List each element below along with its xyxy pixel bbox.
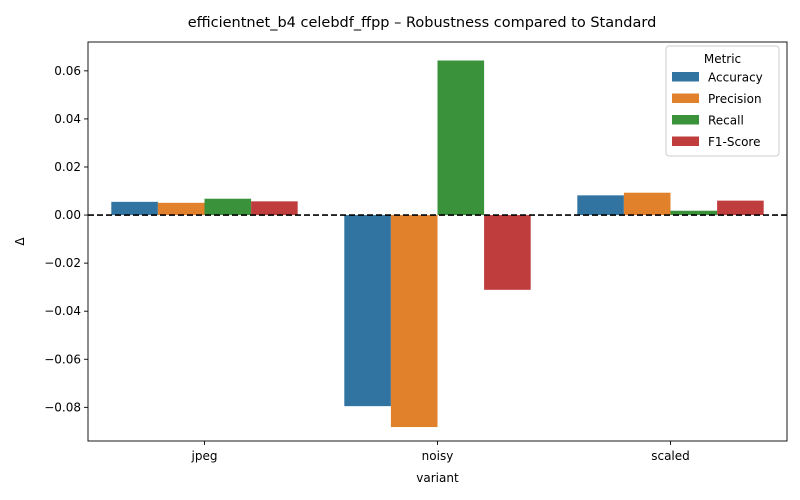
y-tick-label: 0.06 [54,64,81,78]
bar-jpeg-precision [157,202,205,216]
y-tick-label: −0.02 [44,256,81,270]
bars-layer [111,60,764,428]
y-tick-label: 0.02 [54,160,81,174]
y-tick-label: 0.00 [54,208,81,222]
legend-label-precision: Precision [708,92,762,106]
x-tick-label-noisy: noisy [422,449,454,463]
x-axis: jpeg noisy scaled [191,441,690,463]
bar-noisy-recall [437,60,485,216]
legend-label-accuracy: Accuracy [708,71,763,85]
legend-label-f1-score: F1-Score [708,135,760,149]
y-axis-label: Δ [13,237,27,246]
bar-jpeg-accuracy [111,201,158,216]
legend-swatch-accuracy [672,72,699,82]
y-tick-label: −0.06 [44,352,81,366]
chart-title: efficientnet_b4 celebdf_ffpp – Robustnes… [188,15,657,31]
y-tick-label: −0.04 [44,304,81,318]
x-axis-label: variant [416,471,459,485]
bar-scaled-accuracy [577,195,624,216]
bar-noisy-f1-score [484,215,531,290]
legend: Metric Accuracy Precision Recall F1-Score [665,45,780,157]
legend-label-recall: Recall [708,114,744,128]
bar-jpeg-recall [204,198,252,216]
legend-swatch-f1-score [672,136,699,146]
bar-noisy-precision [390,215,438,428]
y-tick-label: −0.08 [44,400,81,414]
legend-swatch-recall [672,115,699,125]
x-tick-label-scaled: scaled [651,449,690,463]
bar-noisy-accuracy [344,215,391,407]
bar-scaled-precision [623,192,671,216]
bar-scaled-recall [670,210,718,216]
x-tick-label-jpeg: jpeg [191,449,218,463]
y-tick-label: 0.04 [54,112,81,126]
bar-scaled-f1-score [717,200,764,216]
y-axis: −0.08 −0.06 −0.04 −0.02 0.00 0.02 0.04 0.06 [44,64,88,414]
legend-title: Metric [704,52,741,66]
legend-swatch-precision [672,93,699,103]
bar-jpeg-f1-score [251,201,298,216]
